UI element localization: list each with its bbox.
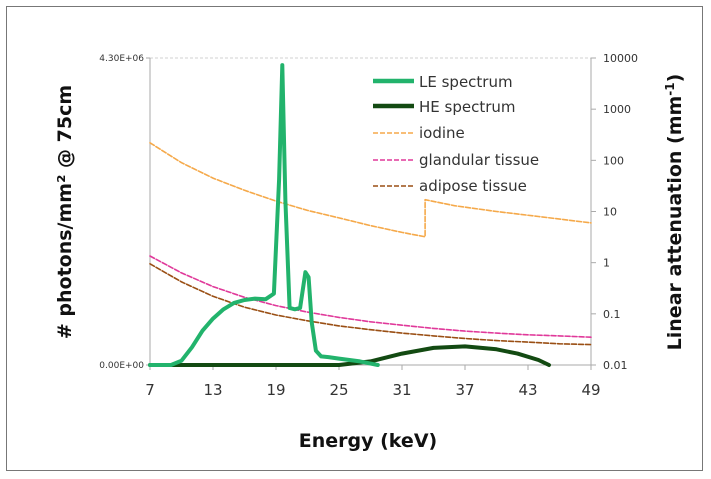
- legend-label-le-spectrum: LE spectrum: [419, 73, 513, 91]
- x-axis-title: Energy (keV): [299, 430, 437, 452]
- legend-label-adipose-tissue: adipose tissue: [419, 177, 527, 195]
- y-left-tick-label: 4.30E+06: [99, 54, 144, 64]
- legend-label-iodine: iodine: [419, 124, 465, 142]
- adipose-tissue-line: [150, 264, 591, 345]
- y-right-tick-label: 10000: [603, 52, 638, 65]
- le-spectrum-line: [150, 65, 378, 365]
- x-ticks: 7 13 19 25 31 37 43 49: [145, 365, 600, 399]
- legend-label-glandular-tissue: glandular tissue: [419, 151, 539, 169]
- x-tick-label: 31: [392, 381, 411, 399]
- legend: LE spectrum HE spectrum iodine glandular…: [373, 73, 539, 195]
- x-tick-label: 19: [266, 381, 285, 399]
- x-tick-label: 43: [518, 381, 537, 399]
- y-right-tick-label: 1000: [603, 103, 631, 116]
- series-lines: [150, 65, 591, 365]
- x-tick-label: 13: [203, 381, 222, 399]
- x-tick-label: 7: [145, 381, 155, 399]
- y-right-tick-label: 1: [603, 257, 610, 270]
- he-spectrum-line: [150, 346, 549, 365]
- y-right-tick-label: 100: [603, 154, 624, 167]
- x-tick-label: 25: [329, 381, 348, 399]
- y-left-tick-label: 0.00E+00: [99, 361, 144, 371]
- y-right-axis-title-superscript: -1: [663, 82, 677, 95]
- legend-label-he-spectrum: HE spectrum: [419, 98, 516, 116]
- x-tick-label: 37: [455, 381, 474, 399]
- y-right-axis-title-base: Linear attenuation (mm: [664, 96, 686, 351]
- y-right-axis-title: Linear attenuation (mm-1): [663, 74, 686, 351]
- y-right-axis-title-close: ): [664, 74, 686, 83]
- y-left-ticks: 4.30E+06 0.00E+00: [99, 54, 150, 371]
- x-tick-label: 49: [581, 381, 600, 399]
- y-right-ticks: 10000 1000 100 10 1 0.1 0.01: [591, 52, 638, 372]
- y-right-tick-label: 0.1: [603, 308, 621, 321]
- y-right-tick-label: 10: [603, 206, 617, 219]
- y-left-axis-title: # photons/mm² @ 75cm: [54, 85, 76, 339]
- y-right-tick-label: 0.01: [603, 359, 628, 372]
